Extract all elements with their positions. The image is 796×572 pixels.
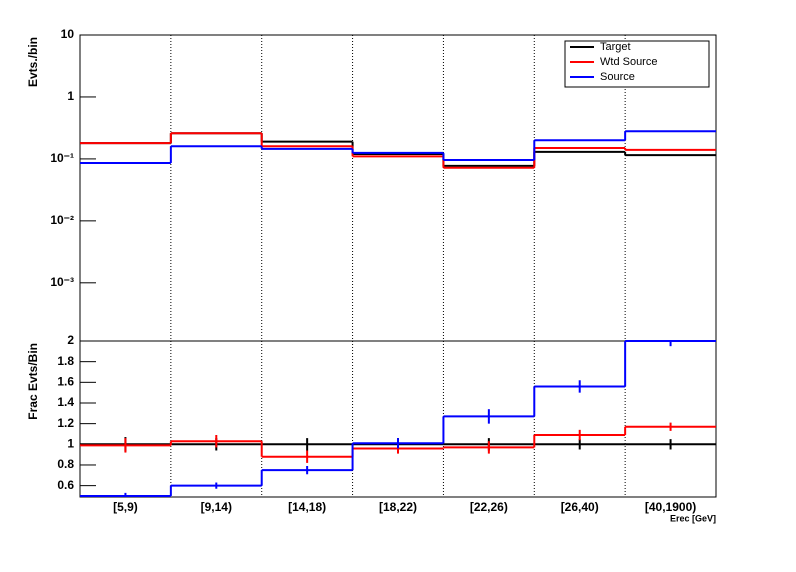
- y-tick-label: 1.8: [57, 354, 74, 368]
- x-tick-label: [5,9): [113, 500, 138, 514]
- legend-box: [564, 40, 710, 88]
- y-tick-label: 1: [67, 436, 74, 450]
- legend-label: Target: [600, 41, 631, 53]
- y-tick-label: 1.6: [57, 374, 74, 388]
- x-tick-label: [9,14): [201, 500, 232, 514]
- y-tick-label: 0.8: [57, 457, 74, 471]
- x-tick-label: [40,1900): [645, 500, 696, 514]
- y-axis-label: Evts./bin: [26, 37, 40, 87]
- y-tick-label: 1: [67, 89, 74, 103]
- x-tick-label: [14,18): [288, 500, 326, 514]
- y-tick-label: 10: [61, 27, 75, 41]
- y-axis-label: Frac Evts/Bin: [26, 343, 40, 420]
- y-tick-label: 10⁻²: [50, 213, 74, 227]
- plot-frame: [79, 340, 717, 498]
- y-tick-label: 10⁻¹: [50, 151, 74, 165]
- y-tick-label: 10⁻³: [50, 275, 74, 289]
- y-tick-label: 1.2: [57, 416, 74, 430]
- legend-label: Wtd Source: [600, 56, 657, 68]
- legend-label: Source: [600, 71, 635, 83]
- y-tick-label: 2: [67, 333, 74, 347]
- y-tick-label: 1.4: [57, 395, 74, 409]
- y-tick-label: 0.6: [57, 478, 74, 492]
- x-tick-label: [22,26): [470, 500, 508, 514]
- x-tick-label: [26,40): [561, 500, 599, 514]
- x-axis-label: Erec [GeV]: [670, 513, 716, 523]
- x-tick-label: [18,22): [379, 500, 417, 514]
